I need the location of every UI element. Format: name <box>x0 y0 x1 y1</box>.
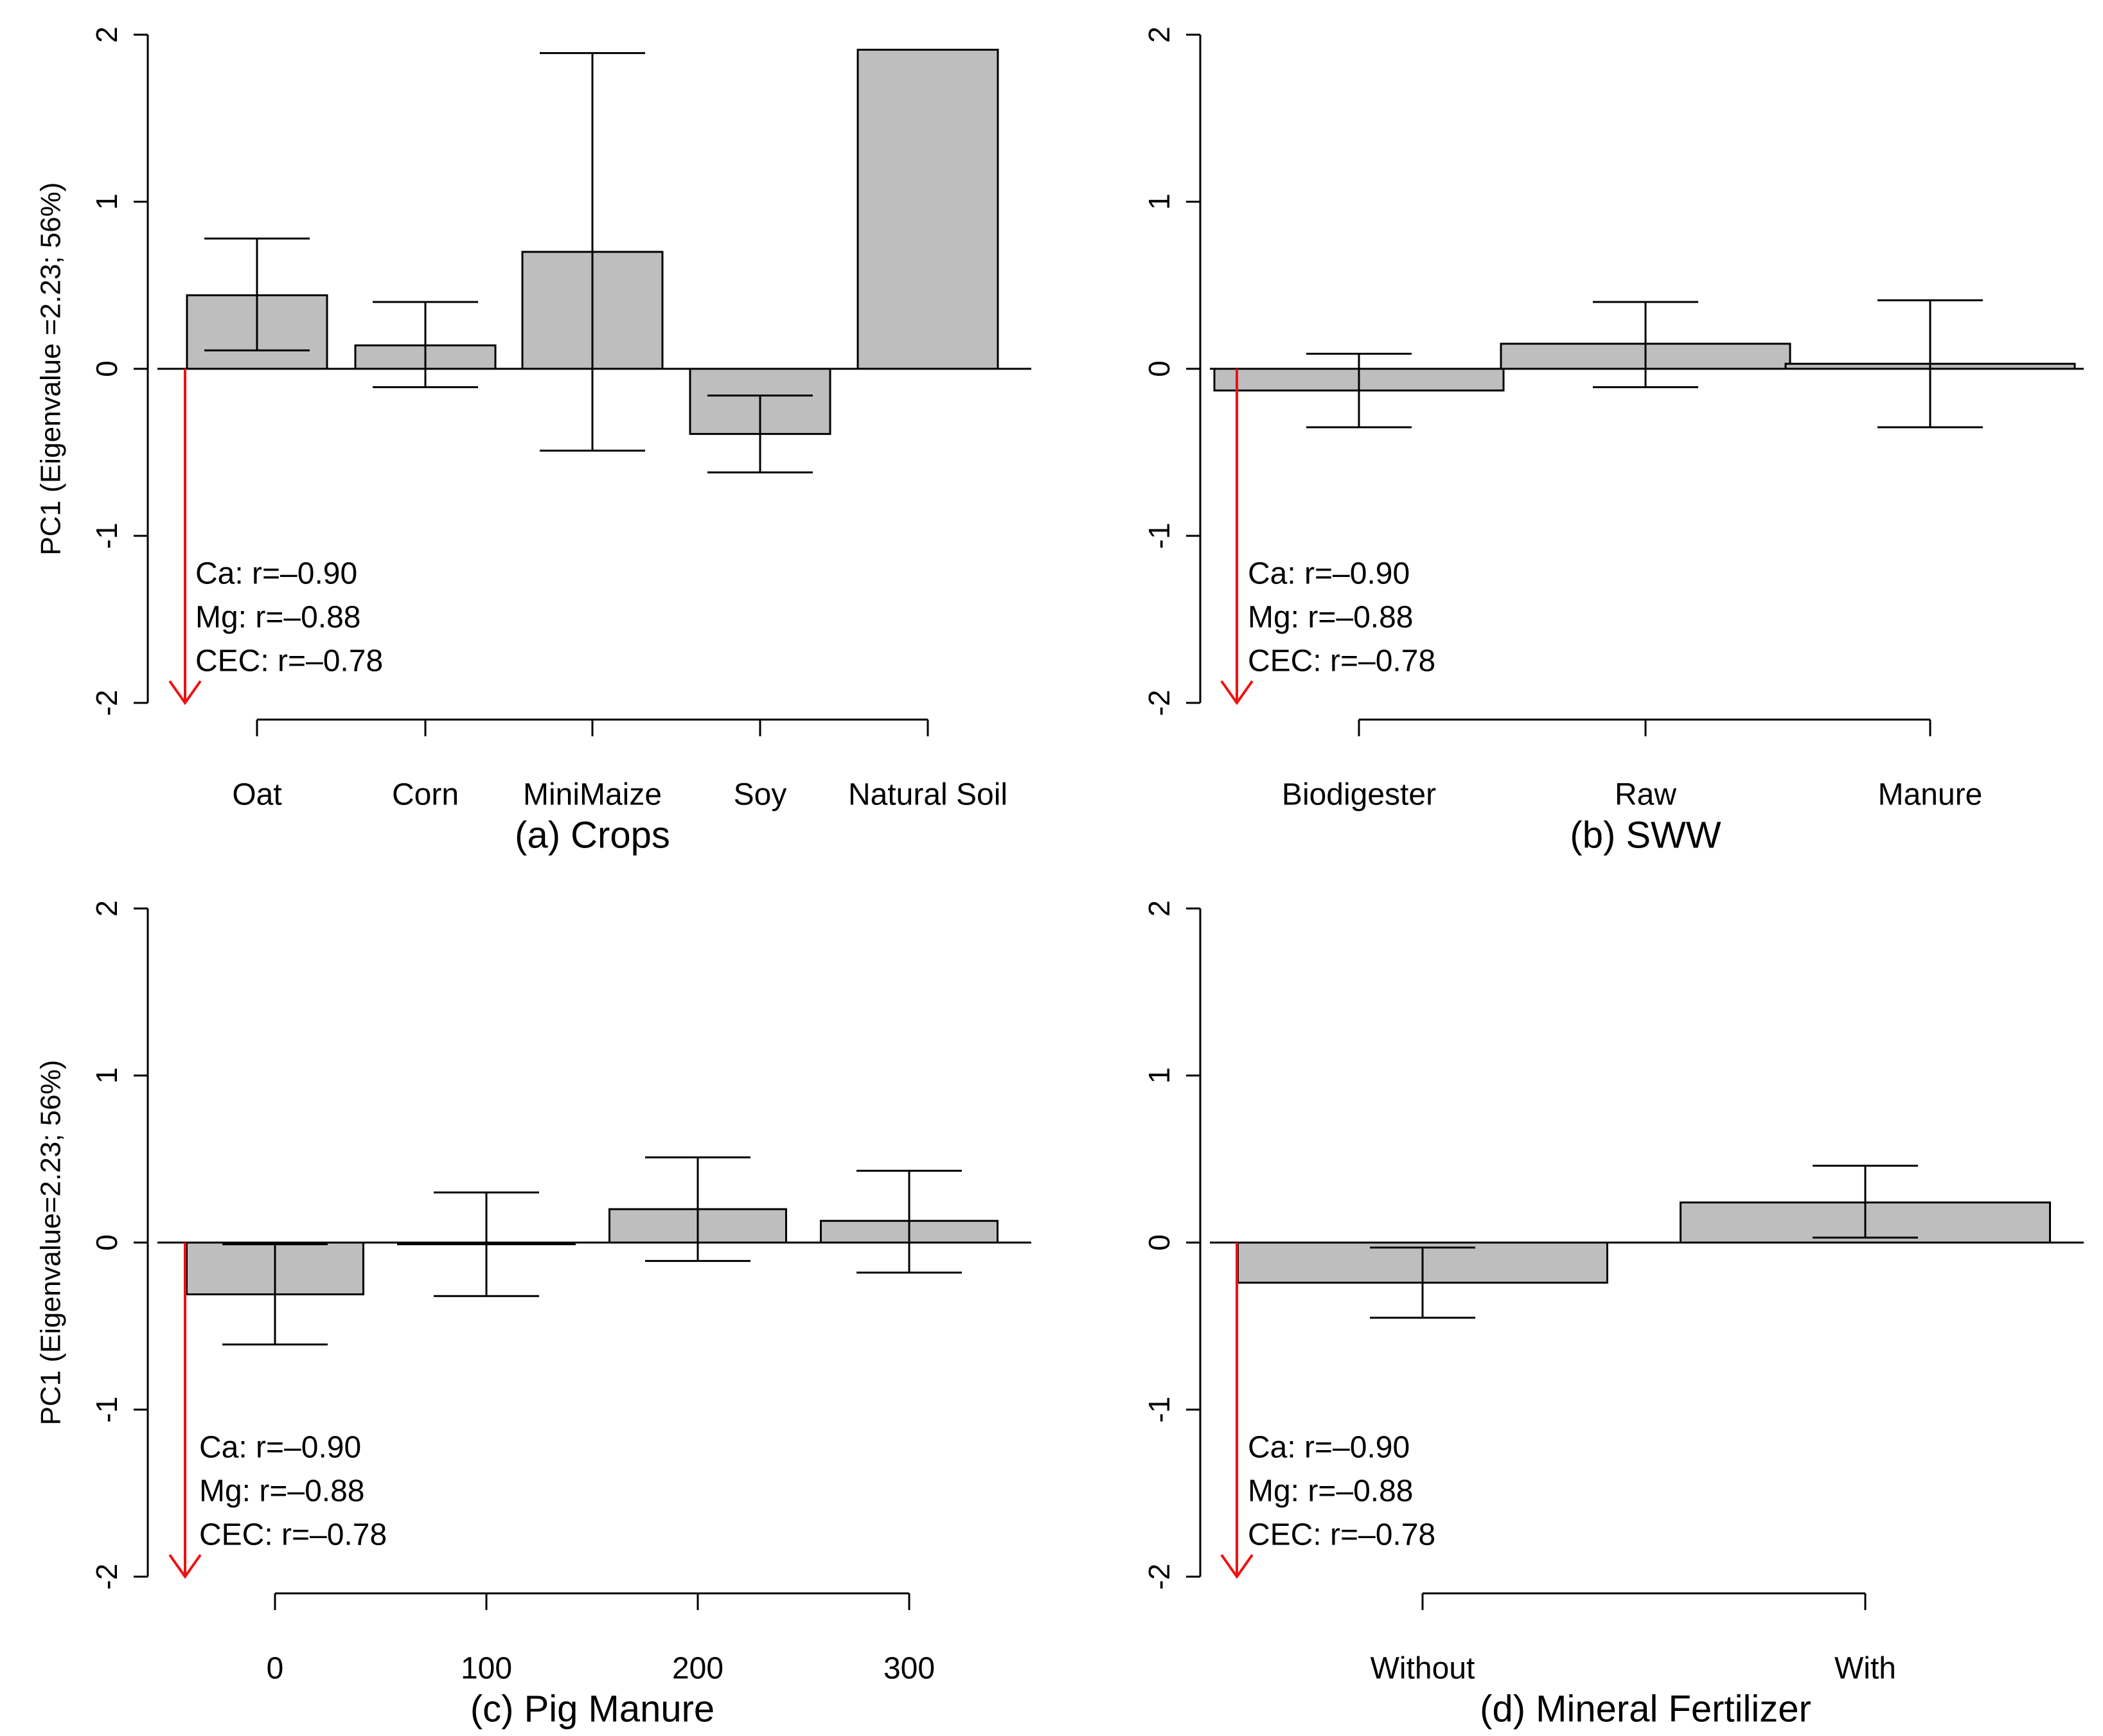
y-tick-label: 0 <box>90 1234 123 1251</box>
x-tick-label: Without <box>1371 1652 1475 1686</box>
x-tick-label: Oat <box>232 778 281 812</box>
y-tick-label: 2 <box>90 900 123 917</box>
y-tick-label: -1 <box>90 1397 123 1423</box>
loading-annotation: Ca: r=–0.90 <box>1248 557 1410 591</box>
loading-annotation: Ca: r=–0.90 <box>195 557 357 591</box>
loading-arrow-head <box>1220 1554 1254 1579</box>
loading-annotation: CEC: r=–0.78 <box>1248 644 1435 678</box>
y-tick-label: 1 <box>90 193 123 210</box>
x-tick-label: Raw <box>1615 778 1676 812</box>
y-tick-label: 1 <box>1142 193 1176 210</box>
loading-arrow-head <box>168 1554 202 1579</box>
y-tick-label: 2 <box>90 26 123 43</box>
loading-annotation: CEC: r=–0.78 <box>195 644 383 678</box>
x-tick-label: With <box>1834 1652 1896 1686</box>
panel-2: -2 -1 0 1 2 Ca: r=–0.90 Mg: r=–0.88 CEC: r=–0.7… <box>1142 26 2084 856</box>
y-tick-label: 1 <box>90 1067 123 1084</box>
panel-1: -2 -1 0 1 2 PC1 (Eigenvalue =2.23; 56%) Ca: r=… <box>35 26 1031 856</box>
x-tick-label: MiniMaize <box>523 778 662 812</box>
y-tick-label: -1 <box>1142 523 1176 549</box>
panel-3: -2 -1 0 1 2 PC1 (Eigenvalue=2.23; 56%) Ca: r=–… <box>35 900 1031 1730</box>
panel-4: -2 -1 0 1 2 Ca: r=–0.90 Mg: r=–0.88 CEC: r=–0.7… <box>1142 900 2084 1730</box>
loading-annotation: Mg: r=–0.88 <box>195 601 360 635</box>
panel-title: (c) Pig Manure <box>470 1688 714 1730</box>
panel-title: (d) Mineral Fertilizer <box>1480 1688 1811 1730</box>
y-axis-label: PC1 (Eigenvalue=2.23; 56%) <box>35 1060 67 1426</box>
y-tick-label: -2 <box>1142 1564 1176 1590</box>
y-axis-label: PC1 (Eigenvalue =2.23; 56%) <box>35 182 67 556</box>
y-tick-label: -1 <box>1142 1397 1176 1423</box>
loading-arrow-head <box>1220 680 1254 705</box>
x-tick-label: Natural Soil <box>848 778 1007 812</box>
y-tick-label: -2 <box>1142 690 1176 716</box>
y-tick-label: 2 <box>1142 26 1176 43</box>
y-tick-label: 1 <box>1142 1067 1176 1084</box>
loading-annotation: Mg: r=–0.88 <box>199 1475 364 1509</box>
y-tick-label: 0 <box>1142 1234 1176 1251</box>
y-tick-label: 0 <box>90 360 123 377</box>
x-tick-label: Soy <box>734 778 787 812</box>
y-tick-label: -2 <box>90 1564 123 1590</box>
loading-annotation: CEC: r=–0.78 <box>1248 1518 1435 1552</box>
panel-title: (a) Crops <box>515 814 670 856</box>
x-tick-label: 300 <box>883 1652 935 1686</box>
y-tick-label: -1 <box>90 523 123 549</box>
loading-annotation: Ca: r=–0.90 <box>199 1431 361 1465</box>
loading-annotation: Mg: r=–0.88 <box>1248 601 1413 635</box>
bar-natural-soil[interactable] <box>856 48 999 370</box>
x-tick-label: 200 <box>672 1652 723 1686</box>
loading-annotation: Ca: r=–0.90 <box>1248 1431 1410 1465</box>
x-tick-label: Corn <box>392 778 459 812</box>
y-tick-label: -2 <box>90 690 123 716</box>
y-tick-label: 0 <box>1142 360 1176 377</box>
loading-annotation: Mg: r=–0.88 <box>1248 1475 1413 1509</box>
loading-annotation: CEC: r=–0.78 <box>199 1518 387 1552</box>
panel-title: (b) SWW <box>1570 814 1721 856</box>
x-tick-label: 0 <box>267 1652 284 1686</box>
x-tick-label: Biodigester <box>1282 778 1436 812</box>
x-tick-label: 100 <box>461 1652 512 1686</box>
y-tick-label: 2 <box>1142 900 1176 917</box>
loading-arrow-head <box>168 680 202 705</box>
x-tick-label: Manure <box>1878 778 1983 812</box>
